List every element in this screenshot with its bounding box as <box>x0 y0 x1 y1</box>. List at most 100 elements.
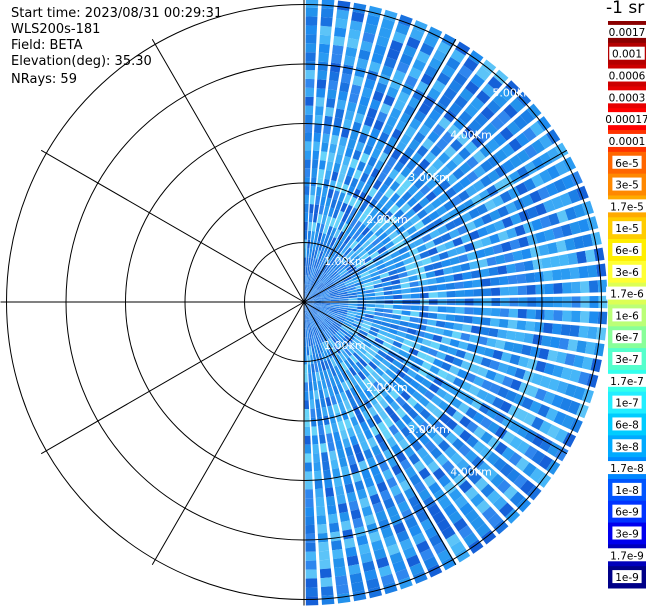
azimuth-spoke <box>303 149 568 303</box>
data-wedge <box>329 291 339 296</box>
data-wedge <box>349 130 360 141</box>
data-wedge <box>448 488 463 502</box>
data-wedge <box>312 305 321 310</box>
data-wedge <box>389 107 402 120</box>
data-wedge <box>332 260 341 270</box>
data-wedge <box>318 389 325 399</box>
data-wedge <box>328 386 335 397</box>
data-wedge <box>330 297 340 300</box>
data-wedge <box>364 313 375 319</box>
data-wedge <box>348 330 357 338</box>
data-wedge <box>352 243 362 252</box>
data-wedge <box>369 326 380 333</box>
data-wedge <box>383 176 394 187</box>
data-wedge <box>325 317 334 324</box>
data-wedge <box>425 325 436 333</box>
data-wedge <box>402 219 414 230</box>
data-wedge <box>490 287 501 296</box>
data-wedge <box>507 274 518 285</box>
data-wedge <box>468 50 484 65</box>
data-wedge <box>456 458 470 472</box>
data-wedge <box>539 169 553 184</box>
data-wedge <box>454 281 465 289</box>
data-wedge <box>466 421 479 434</box>
data-wedge <box>346 357 355 367</box>
data-wedge <box>321 451 329 462</box>
data-wedge <box>378 409 389 421</box>
data-wedge <box>327 405 334 416</box>
data-wedge <box>331 324 339 332</box>
data-wedge <box>313 268 319 278</box>
data-wedge <box>401 414 413 426</box>
data-wedge <box>351 325 361 332</box>
data-wedge <box>455 548 471 563</box>
data-wedge <box>311 291 319 297</box>
range-ring-label: 3.00km <box>408 423 450 436</box>
data-wedge <box>424 240 436 250</box>
data-wedge <box>386 476 398 489</box>
data-wedge <box>578 265 589 279</box>
data-wedge <box>419 286 429 293</box>
data-wedge <box>451 438 465 451</box>
data-wedge <box>309 276 314 286</box>
data-wedge <box>333 476 343 487</box>
data-wedge <box>317 313 325 320</box>
data-wedge <box>546 459 561 475</box>
data-wedge <box>318 541 330 552</box>
data-wedge <box>336 282 346 288</box>
data-wedge <box>579 280 590 293</box>
data-wedge <box>453 323 464 331</box>
data-wedge <box>381 526 394 539</box>
data-wedge <box>360 40 373 52</box>
data-wedge <box>351 340 360 349</box>
data-wedge <box>423 556 439 570</box>
data-wedge <box>313 452 321 463</box>
azimuth-spokes <box>0 0 608 606</box>
data-wedge <box>342 474 353 485</box>
data-wedge <box>325 487 335 498</box>
data-wedge <box>317 260 323 270</box>
data-wedge <box>525 272 536 283</box>
data-wedge <box>505 80 521 96</box>
data-wedge <box>492 93 508 108</box>
data-wedge <box>408 347 419 356</box>
data-wedge <box>410 231 421 241</box>
data-wedge <box>323 330 331 340</box>
data-wedge <box>352 149 362 161</box>
data-wedge <box>355 261 365 269</box>
data-wedge <box>338 289 348 294</box>
data-wedge <box>419 42 435 56</box>
data-wedge <box>309 318 314 328</box>
data-wedge <box>402 257 413 266</box>
data-wedge <box>364 364 374 374</box>
data-wedge <box>356 432 366 443</box>
data-wedge <box>321 295 331 299</box>
data-wedge <box>451 264 462 273</box>
data-wedge <box>307 285 313 295</box>
data-wedge <box>344 247 353 256</box>
data-wedge <box>464 289 474 297</box>
data-wedge <box>320 398 326 408</box>
data-wedge <box>320 586 334 597</box>
data-wedge <box>330 295 340 299</box>
data-wedge <box>406 368 418 379</box>
data-wedge <box>374 259 385 267</box>
data-wedge <box>393 294 403 300</box>
data-wedge <box>313 141 321 152</box>
data-wedge <box>394 260 405 269</box>
data-wedge <box>358 236 368 246</box>
data-wedge <box>487 76 503 91</box>
data-wedge <box>372 90 384 103</box>
data-wedge <box>393 522 406 535</box>
data-wedge <box>341 371 349 381</box>
data-wedge <box>464 141 478 155</box>
data-wedge <box>334 333 343 342</box>
data-wedge <box>315 325 321 335</box>
data-wedge <box>365 307 376 312</box>
data-wedge <box>509 238 521 250</box>
data-wedge <box>333 431 341 442</box>
data-wedge <box>305 569 318 579</box>
data-wedge <box>539 151 553 167</box>
azimuth-spoke <box>151 301 305 566</box>
data-wedge <box>326 245 333 255</box>
